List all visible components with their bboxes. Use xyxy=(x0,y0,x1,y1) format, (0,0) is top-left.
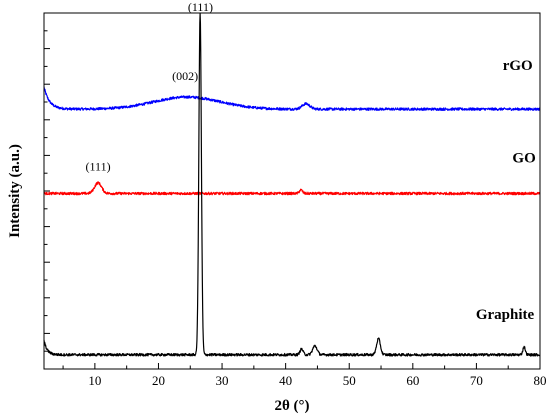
series-line-graphite xyxy=(43,12,541,357)
series-label-rgo: rGO xyxy=(503,58,533,74)
series-label-graphite: Graphite xyxy=(476,307,535,323)
peak-annotation: (002) xyxy=(172,69,198,83)
y-axis-ticks xyxy=(44,30,50,352)
x-axis-title: 2θ (°) xyxy=(274,398,309,414)
peak-annotation: (111) xyxy=(188,0,213,14)
series-label-go: GO xyxy=(512,151,535,167)
series-line-rgo xyxy=(43,86,541,111)
series-line-go xyxy=(43,181,541,196)
series-layer xyxy=(43,12,541,357)
x-tick-label: 10 xyxy=(88,373,101,388)
series-labels: rGO GO Graphite xyxy=(476,58,536,323)
x-tick-label: 60 xyxy=(406,373,419,388)
peak-annotation: (111) xyxy=(85,159,110,173)
x-tick-label: 30 xyxy=(216,373,229,388)
x-axis-ticks: 10 20 30 40 50 60 70 80 xyxy=(62,363,547,388)
plot-frame xyxy=(43,12,541,370)
x-tick-label: 40 xyxy=(279,373,292,388)
x-tick-label: 50 xyxy=(343,373,356,388)
y-axis-title: Intensity (a.u.) xyxy=(7,144,23,238)
x-tick-label: 70 xyxy=(470,373,483,388)
x-tick-label: 80 xyxy=(534,373,547,388)
x-tick-label: 20 xyxy=(152,373,165,388)
peak-annotations: (111) (002) (111) xyxy=(85,0,212,173)
